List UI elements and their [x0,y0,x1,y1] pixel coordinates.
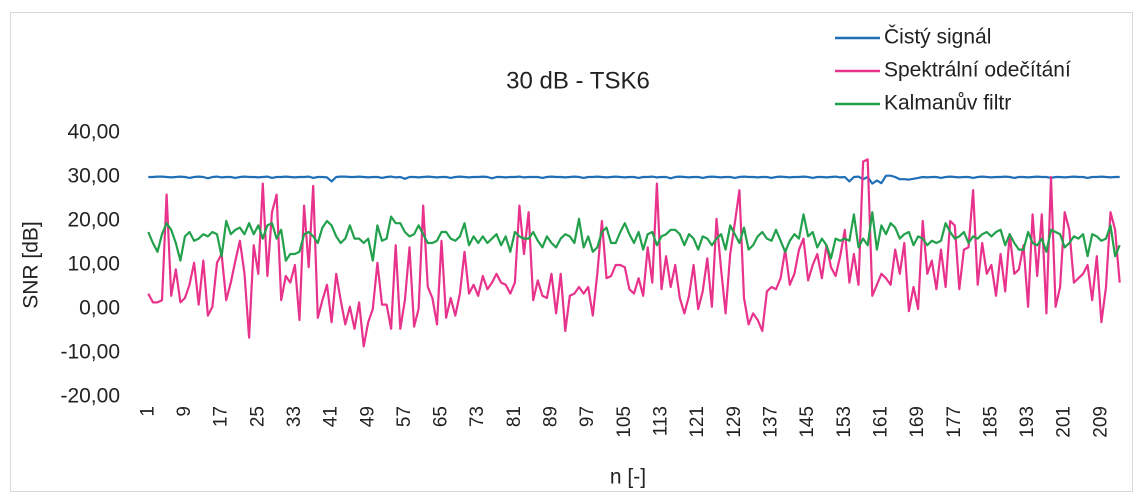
y-tick-label: 30,00 [67,165,120,188]
y-axis-title: SNR [dB] [20,221,43,309]
x-tick-label: 17 [211,406,232,427]
x-tick-label: 73 [467,406,488,427]
x-tick-label: 153 [834,406,855,438]
y-tick-label: 40,00 [67,121,120,144]
x-tick-label: 145 [797,406,818,438]
y-tick-label: 0,00 [79,297,120,320]
chart-border [10,12,1133,492]
x-tick-label: 1 [137,406,158,417]
x-tick-label: 41 [321,406,342,427]
x-tick-label: 129 [724,406,745,438]
data-line [147,211,1121,262]
data-line [147,158,1121,348]
legend-label: Čistý signál [884,26,991,49]
y-tick-label: -10,00 [60,341,120,364]
x-tick-label: 33 [284,406,305,427]
x-tick-label: 185 [980,406,1001,438]
x-tick-label: 201 [1054,406,1075,438]
x-tick-label: 121 [687,406,708,438]
x-tick-label: 137 [760,406,781,438]
x-tick-label: 65 [431,406,452,427]
legend-label: Spektrální odečítání [884,59,1071,82]
x-tick-label: 9 [174,406,195,417]
y-tick-label: 10,00 [67,253,120,276]
x-tick-label: 209 [1090,406,1111,438]
x-tick-label: 161 [870,406,891,438]
data-line [148,174,1120,185]
x-tick-label: 57 [394,406,415,427]
chart-title: 30 dB - TSK6 [506,67,650,94]
x-tick-label: 169 [907,406,928,438]
x-tick-label: 105 [614,406,635,438]
x-tick-label: 193 [1017,406,1038,438]
x-axis-title: n [-] [610,466,646,489]
x-tick-label: 25 [247,406,268,427]
x-tick-label: 97 [577,406,598,427]
y-tick-label: -20,00 [60,385,120,408]
x-tick-label: 113 [651,406,672,436]
x-tick-label: 89 [541,406,562,427]
x-tick-label: 49 [357,406,378,427]
x-tick-label: 177 [944,406,965,438]
y-tick-label: 20,00 [67,209,120,232]
legend-label: Kalmanův filtr [884,92,1011,115]
x-tick-label: 81 [504,406,525,427]
